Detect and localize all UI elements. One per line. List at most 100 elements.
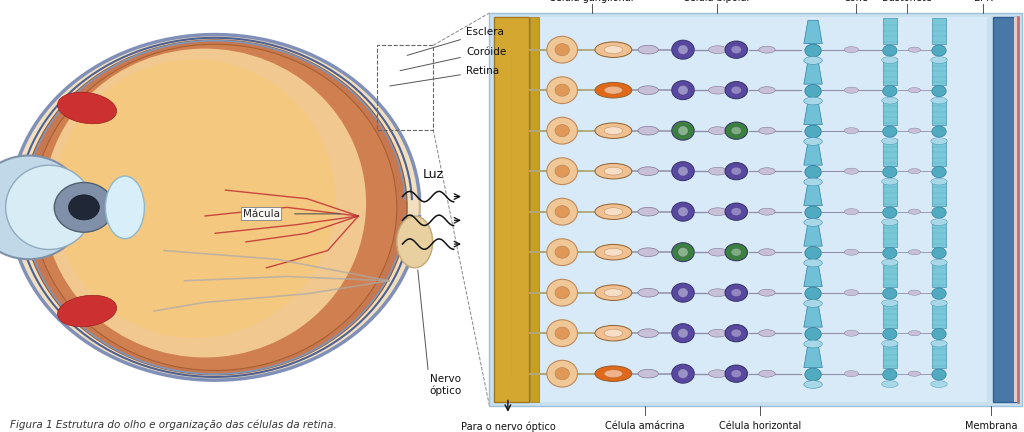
Ellipse shape [678,86,688,95]
Circle shape [759,46,775,53]
Ellipse shape [678,288,688,298]
Circle shape [638,167,658,175]
Circle shape [604,86,623,94]
Circle shape [882,97,898,104]
Ellipse shape [33,44,396,371]
Ellipse shape [731,167,741,175]
Ellipse shape [932,126,946,137]
Circle shape [709,127,727,135]
Ellipse shape [883,248,897,259]
Ellipse shape [57,92,117,124]
Circle shape [804,57,822,64]
Ellipse shape [883,369,897,380]
Polygon shape [804,20,822,44]
Circle shape [931,300,947,307]
Ellipse shape [43,48,367,358]
Ellipse shape [672,121,694,140]
Ellipse shape [678,207,688,216]
Ellipse shape [10,35,420,380]
Circle shape [638,369,658,378]
Circle shape [908,88,921,93]
Circle shape [931,259,947,266]
Circle shape [882,219,898,226]
Circle shape [804,300,822,308]
Ellipse shape [932,369,946,380]
Circle shape [908,330,921,336]
Circle shape [709,289,727,297]
Circle shape [931,97,947,104]
Circle shape [604,289,623,297]
Circle shape [595,245,632,260]
Polygon shape [804,344,822,368]
Ellipse shape [725,284,748,302]
Circle shape [638,127,658,135]
Circle shape [604,329,623,337]
Ellipse shape [5,165,92,250]
Circle shape [759,330,775,337]
Circle shape [908,290,921,295]
Circle shape [931,340,947,347]
Ellipse shape [805,125,821,138]
Ellipse shape [555,84,569,96]
Bar [932,98,946,125]
Ellipse shape [731,86,741,94]
Ellipse shape [555,246,569,258]
Text: Nervo
óptico: Nervo óptico [429,374,462,397]
Circle shape [844,128,858,134]
Circle shape [931,219,947,226]
Circle shape [604,208,623,216]
Ellipse shape [555,327,569,339]
Circle shape [638,86,658,95]
Bar [932,180,946,206]
Circle shape [709,46,727,54]
Ellipse shape [725,162,748,180]
Circle shape [844,47,858,53]
Ellipse shape [883,328,897,340]
Circle shape [882,300,898,307]
Ellipse shape [883,207,897,218]
Polygon shape [804,264,822,287]
Ellipse shape [672,202,694,221]
Ellipse shape [678,126,688,136]
Circle shape [931,381,947,388]
Circle shape [759,87,775,94]
Circle shape [709,167,727,175]
Ellipse shape [883,45,897,56]
Circle shape [595,285,632,301]
Ellipse shape [883,126,897,137]
Circle shape [604,127,623,135]
Ellipse shape [932,166,946,178]
Circle shape [804,178,822,186]
Text: Membrana
de Bruch: Membrana de Bruch [965,421,1018,432]
Ellipse shape [805,247,821,260]
Ellipse shape [547,77,578,104]
Bar [932,260,946,288]
Circle shape [844,168,858,174]
Ellipse shape [725,324,748,342]
Circle shape [759,168,775,175]
Text: Cone: Cone [844,0,868,3]
Bar [1014,17,1020,402]
Ellipse shape [805,165,821,178]
Ellipse shape [397,216,433,268]
Ellipse shape [54,182,114,232]
Ellipse shape [547,36,578,63]
Bar [494,17,529,402]
Circle shape [844,87,858,93]
Ellipse shape [672,243,694,262]
Ellipse shape [883,288,897,299]
Ellipse shape [883,166,897,178]
Ellipse shape [932,86,946,97]
Ellipse shape [672,324,694,343]
Circle shape [709,370,727,378]
Ellipse shape [678,328,688,338]
Polygon shape [804,182,822,206]
Circle shape [908,371,921,376]
Ellipse shape [678,369,688,378]
Circle shape [604,370,623,378]
Circle shape [638,207,658,216]
Circle shape [908,168,921,174]
Polygon shape [804,61,822,84]
Circle shape [931,137,947,145]
Ellipse shape [53,59,336,338]
